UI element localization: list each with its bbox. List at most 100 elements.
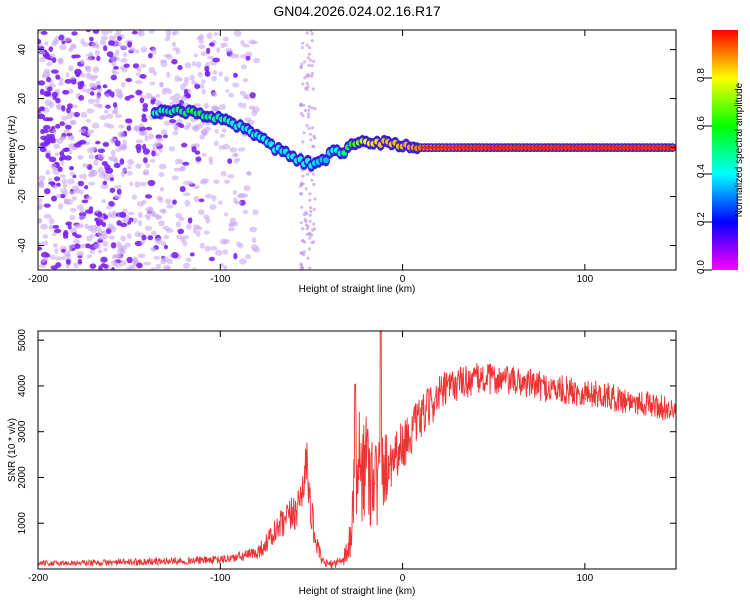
spectrogram-noise-point [53, 228, 62, 234]
colorbar: 0.0 0.2 0.4 0.6 0.8 Normalized spectral ampl… [696, 30, 745, 274]
spectrogram-noise-point [306, 112, 311, 116]
spectrogram-noise-point [306, 256, 310, 260]
snr-x-label: Height of straight line (km) [299, 586, 416, 597]
spectrogram-noise-point [135, 143, 142, 150]
spectrogram-noise-point [78, 128, 87, 133]
spectrogram-noise-point [51, 195, 57, 202]
spectrogram-noise-point [159, 186, 165, 192]
spectrogram-noise-point [248, 39, 256, 45]
spectrogram-noise-point [246, 171, 253, 176]
spectrogram-noise-point [39, 50, 46, 55]
snr-x-tick-label: -200 [28, 573, 48, 584]
spectrogram-noise-point [310, 178, 314, 182]
spectrogram-noise-point [245, 55, 251, 61]
spectrogram-noise-point [162, 134, 168, 139]
spectrogram-noise-point [116, 253, 123, 260]
spectrogram-noise-point [45, 169, 50, 175]
spectrogram-noise-point [43, 203, 51, 208]
spectrogram-noise-point [193, 103, 201, 108]
spectrogram-noise-point [153, 255, 161, 260]
spectrogram-noise-point [150, 158, 156, 163]
spectrogram-noise-point [144, 135, 149, 142]
spectrogram-noise-point [243, 185, 251, 192]
spectrogram-noise-point [63, 147, 70, 152]
spectrogram-noise-point [159, 81, 164, 88]
spectrogram-x-ticks: -200 -100 0 100 [28, 30, 594, 285]
spectrogram-noise-point [128, 217, 134, 223]
spectrogram-noise-point [56, 182, 61, 187]
snr-y-tick-label: 1000 [17, 512, 28, 535]
spectrogram-noise-point [79, 215, 86, 220]
spectrogram-noise-point [191, 80, 196, 85]
spectrogram-noise-point [300, 205, 304, 209]
spectrogram-noise-point [252, 246, 261, 253]
spectrogram-noise-point [150, 98, 156, 105]
spectrogram-noise-point [102, 180, 108, 186]
spectrogram-noise-point [179, 186, 186, 193]
spectrogram-noise-point [159, 208, 166, 213]
spectrogram-noise-point [143, 157, 148, 164]
spectrogram-noise-point [92, 30, 100, 34]
spectrogram-noise-point [171, 175, 179, 181]
spectrogram-noise-point [305, 212, 309, 216]
spectrogram-noise-point [195, 226, 203, 231]
spectrogram-noise-point [224, 179, 230, 184]
spectrogram-noise-point [154, 237, 163, 245]
spectrogram-noise-point [71, 196, 77, 201]
spectrogram-noise-point [198, 198, 205, 203]
spectrogram-noise-point [211, 195, 217, 202]
spectrogram-noise-point [307, 63, 311, 67]
spectrogram-noise-point [228, 222, 235, 228]
spectrogram-noise-point [237, 147, 246, 152]
spectrogram-x-tick-label: -100 [210, 274, 230, 285]
spectrogram-noise-point [148, 30, 155, 34]
spectrogram-noise-point [85, 53, 94, 58]
spectrogram-noise-point [67, 244, 76, 249]
spectrogram-noise-point [171, 41, 176, 48]
spectrogram-noise-point [182, 262, 191, 269]
spectrogram-noise-point [308, 46, 312, 50]
spectrogram-noise-point [211, 75, 218, 82]
spectrogram-noise-point [303, 60, 307, 64]
spectrogram-noise-point [223, 265, 228, 270]
spectrogram-noise-point [105, 93, 110, 98]
spectrogram-noise-point [69, 166, 74, 171]
spectrogram-noise-point [120, 144, 127, 151]
spectrogram-noise-point [175, 212, 183, 219]
spectrogram-noise-point [242, 102, 247, 109]
spectrogram-noise-point [87, 147, 95, 154]
spectrogram-noise-point [308, 192, 312, 196]
snr-y-label: SNR (10 * v/v) [7, 418, 18, 482]
spectrogram-noise-point [38, 30, 42, 34]
spectrogram-noise-point [110, 74, 118, 81]
spectrogram-noise-point [147, 235, 154, 241]
spectrogram-noise-point [312, 182, 316, 187]
spectrogram-noise-point [71, 79, 77, 85]
spectrogram-noise-point [138, 126, 146, 132]
spectrogram-noise-point [80, 59, 85, 65]
spectrogram-noise-point [79, 208, 85, 214]
spectrogram-noise-point [120, 45, 128, 50]
spectrogram-noise-point [307, 105, 311, 109]
spectrogram-noise-point [301, 41, 305, 45]
spectrogram-y-tick-label: -40 [17, 238, 28, 253]
spectrogram-noise-point [108, 235, 116, 240]
spectrogram-noise-point [110, 91, 115, 98]
spectrogram-noise-point [249, 92, 256, 99]
spectrogram-noise-point [141, 234, 147, 241]
spectrogram-noise-point [53, 143, 61, 149]
spectrogram-y-tick-label: 0 [17, 144, 28, 150]
spectrogram-noise-point [91, 122, 100, 129]
spectrogram-noise-point [178, 77, 183, 82]
spectrogram-noise-point [93, 159, 99, 166]
spectrogram-y-label: Frequency (Hz) [7, 116, 18, 185]
spectrogram-noise-point [195, 230, 201, 238]
spectrogram-noise-point [219, 262, 224, 268]
spectrogram-noise-point [164, 37, 170, 42]
spectrogram-noise-point [75, 71, 81, 78]
spectrogram-noise-point [127, 211, 135, 216]
spectrogram-noise-point [233, 30, 242, 37]
spectrogram-noise-point [174, 158, 181, 165]
spectrogram-noise-point [69, 208, 77, 213]
spectrogram-noise-point [90, 228, 97, 234]
